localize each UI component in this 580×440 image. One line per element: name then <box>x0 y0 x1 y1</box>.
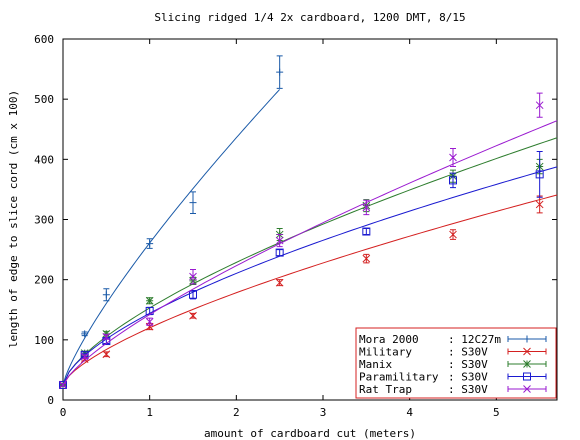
legend-name: Mora 2000 <box>359 333 419 346</box>
data-point <box>189 272 197 281</box>
data-point <box>102 332 111 341</box>
y-tick-label: 400 <box>34 153 54 166</box>
plot-area: 0 100 200 300 400 500 600 0 1 2 3 4 5 <box>34 33 558 419</box>
data-point <box>80 352 89 361</box>
legend-errorcap <box>507 361 547 367</box>
series-rat-trap <box>59 92 558 389</box>
legend-entry: Rat Trap : S30V <box>359 383 547 396</box>
fit-line <box>62 194 558 386</box>
legend-steel: : S30V <box>448 383 488 396</box>
data-point <box>145 317 154 326</box>
data-point <box>102 329 111 338</box>
legend-marker <box>523 385 531 393</box>
data-point <box>535 101 544 110</box>
fit-line <box>62 137 558 386</box>
data-point <box>275 236 284 245</box>
data-point <box>449 153 457 162</box>
fit-line <box>62 120 558 386</box>
legend-entry: Military : S30V <box>359 346 547 359</box>
legend: Mora 2000 : 12C27m Military : S30V Manix : S3… <box>355 327 557 399</box>
legend-errorcap <box>507 386 547 392</box>
x-tick-label: 4 <box>406 406 413 419</box>
data-point <box>362 254 371 263</box>
legend-name: Paramilitary <box>359 371 439 384</box>
error-bar <box>536 151 543 198</box>
legend-marker <box>523 347 531 356</box>
x-axis-label: amount of cardboard cut (meters) <box>204 427 416 440</box>
fit-line <box>62 166 558 386</box>
y-tick-label: 100 <box>34 334 54 347</box>
data-point <box>275 248 284 257</box>
data-point <box>189 199 197 207</box>
x-tick-label: 3 <box>320 406 327 419</box>
legend-name: Manix <box>359 358 392 371</box>
legend-steel: : 12C27m <box>448 333 501 346</box>
x-tick-label: 1 <box>146 406 153 419</box>
legend-name: Rat Trap <box>359 383 412 396</box>
legend-entry: Paramilitary : S30V <box>359 371 547 384</box>
data-point <box>362 203 371 212</box>
legend-errorcap <box>507 373 547 380</box>
legend-errorcap <box>507 348 547 355</box>
error-bar <box>450 172 456 189</box>
legend-entry: Mora 2000 : 12C27m <box>359 333 547 346</box>
data-point <box>59 381 67 389</box>
legend-name: Military <box>359 346 412 359</box>
fit-line <box>62 89 281 386</box>
data-point <box>535 200 544 209</box>
data-point <box>449 230 457 239</box>
y-tick-label: 600 <box>34 33 54 46</box>
data-point <box>145 296 154 305</box>
data-point <box>276 68 284 76</box>
data-point <box>189 290 197 299</box>
y-axis-label: length of edge to slice cord (cm x 100) <box>7 90 20 348</box>
y-tick-label: 200 <box>34 274 54 287</box>
data-point <box>146 240 154 248</box>
y-tick-label: 300 <box>34 214 54 227</box>
data-point <box>275 278 284 287</box>
x-tick-label: 0 <box>60 406 67 419</box>
data-point <box>449 176 457 185</box>
legend-steel: : S30V <box>448 371 488 384</box>
legend-marker <box>523 372 531 381</box>
data-point <box>102 291 110 299</box>
legend-box <box>355 327 557 399</box>
data-point <box>362 227 371 236</box>
legend-errorcap <box>507 336 547 342</box>
chart-title: Slicing ridged 1/4 2x cardboard, 1200 DM… <box>154 11 465 24</box>
y-tick-label: 500 <box>34 93 54 106</box>
data-point <box>102 350 111 359</box>
x-tick-label: 5 <box>493 406 500 419</box>
legend-steel: : S30V <box>448 346 488 359</box>
legend-marker <box>523 360 531 368</box>
series-military <box>59 194 558 389</box>
data-point <box>59 380 67 389</box>
x-tick-label: 2 <box>233 406 240 419</box>
y-tick-label: 0 <box>47 394 54 407</box>
legend-marker <box>523 335 531 343</box>
data-point <box>535 170 544 179</box>
data-point <box>81 330 89 338</box>
legend-steel: : S30V <box>448 358 488 371</box>
legend-entry: Manix : S30V <box>359 358 547 371</box>
data-point <box>189 311 197 320</box>
